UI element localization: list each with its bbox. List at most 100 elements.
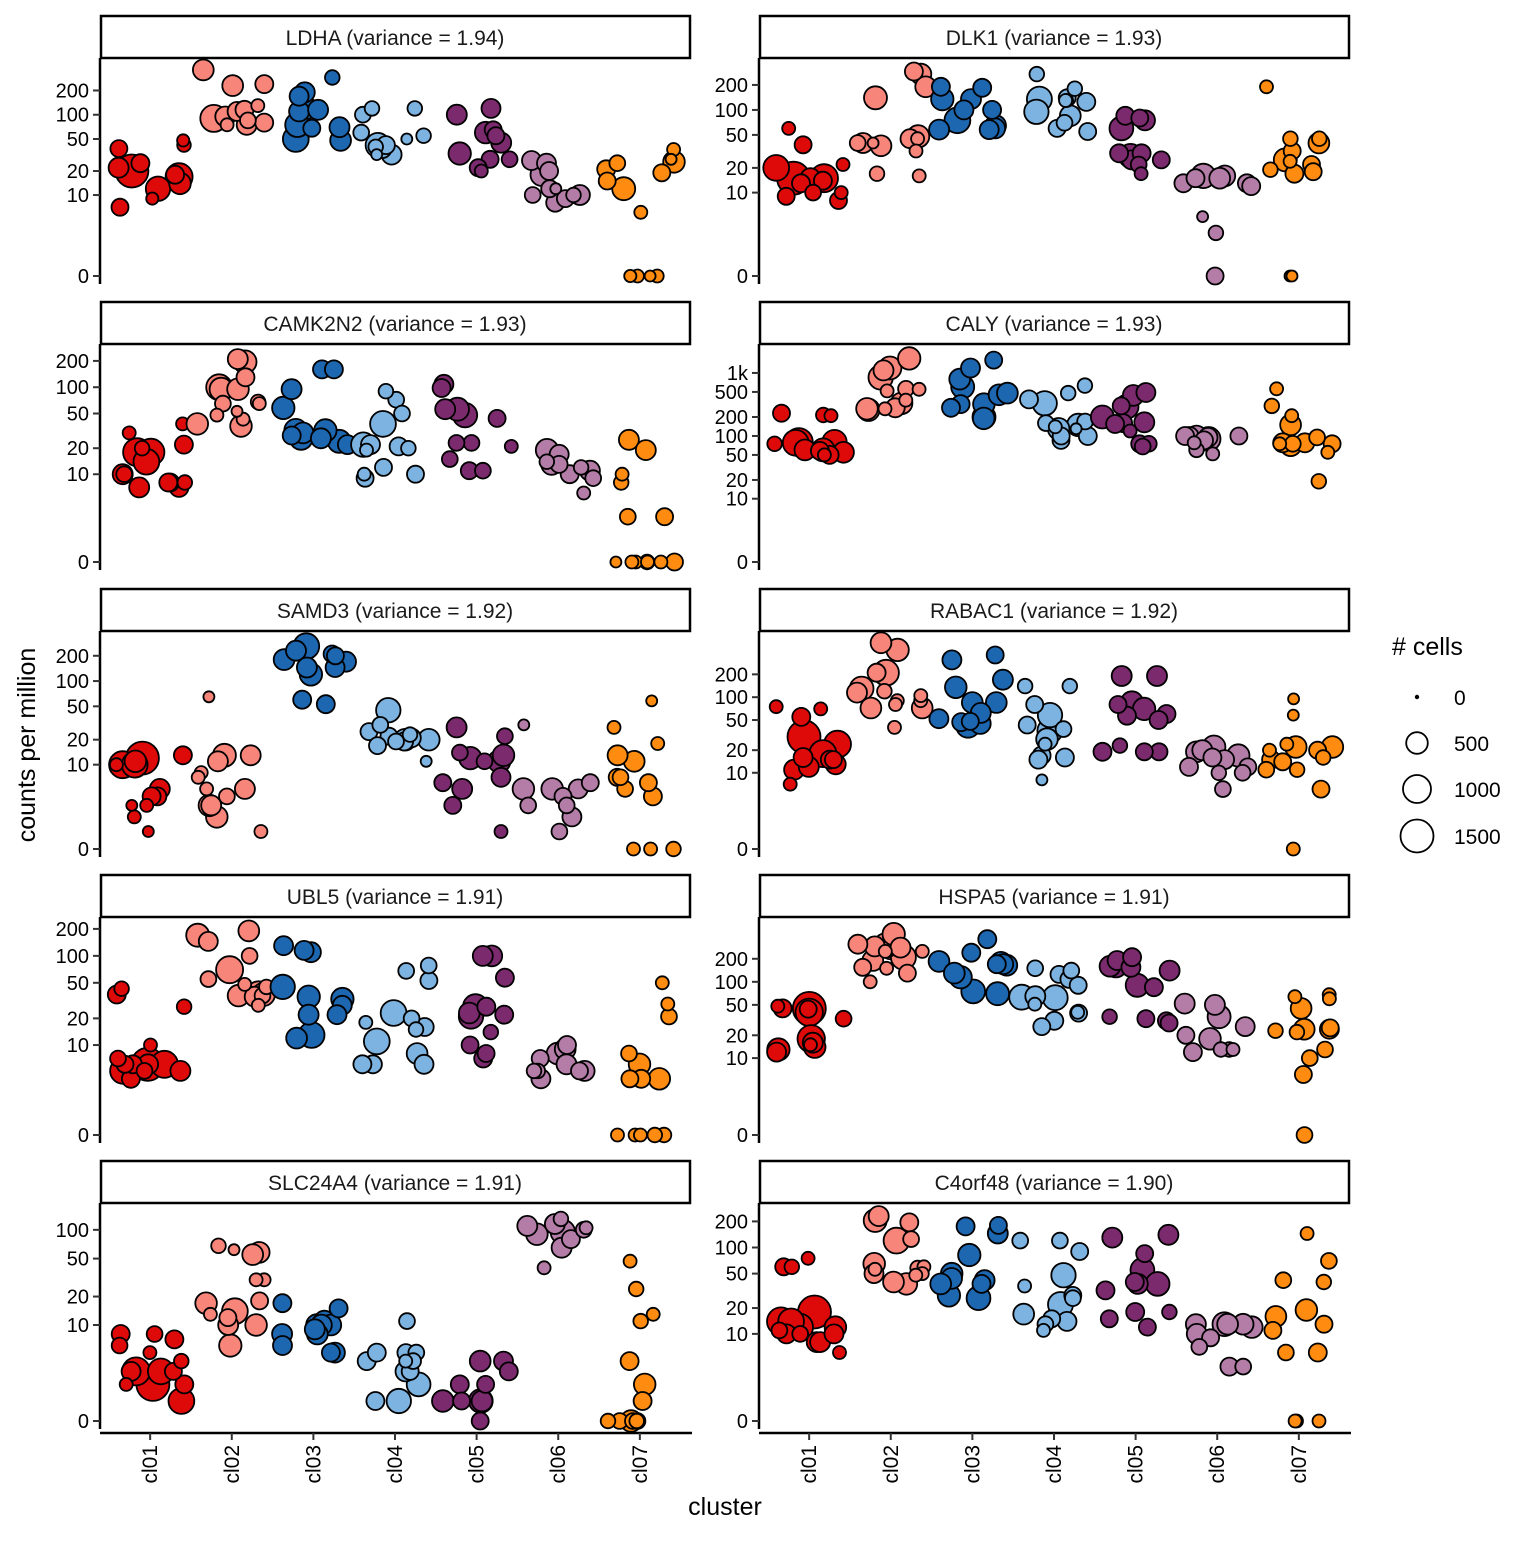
x-tick-label: cl06	[547, 1445, 570, 1484]
data-point-cl01	[791, 173, 811, 194]
data-point-cl02	[914, 944, 930, 959]
y-tick-label: 20	[726, 1025, 748, 1047]
y-tick-label: 100	[715, 1238, 748, 1260]
data-point-cl05	[1109, 143, 1129, 164]
data-point-cl03	[302, 118, 322, 138]
y-tick-label: 200	[715, 1211, 748, 1233]
data-point-cl06	[523, 186, 542, 204]
data-point-cl04	[393, 404, 411, 423]
data-point-cl07	[620, 1044, 638, 1063]
facet-strip	[99, 14, 692, 60]
data-point-cl01	[139, 798, 155, 813]
data-point-cl05	[1161, 1303, 1178, 1321]
points-layer	[107, 58, 686, 284]
data-point-cl02	[876, 683, 893, 700]
data-point-cl02	[192, 58, 215, 82]
y-tick-label: 0	[737, 1411, 748, 1433]
data-point-cl05	[496, 727, 514, 745]
data-point-cl04	[1027, 996, 1043, 1012]
data-point-cl07	[643, 841, 658, 857]
data-point-cl07	[1273, 752, 1293, 772]
data-point-cl05	[452, 1391, 472, 1411]
x-tick-label: cl07	[629, 1445, 652, 1484]
data-point-cl04	[406, 100, 424, 117]
data-point-cl04	[1062, 961, 1081, 980]
y-tick-label: 50	[67, 129, 89, 151]
data-point-cl04	[1028, 65, 1046, 83]
data-point-cl07	[1262, 161, 1279, 178]
data-point-cl01	[781, 120, 797, 136]
data-point-cl03	[961, 942, 982, 963]
y-tick-label: 0	[737, 1125, 748, 1147]
data-point-cl02	[241, 1243, 265, 1266]
data-point-cl02	[877, 944, 893, 959]
data-point-cl02	[239, 744, 262, 767]
y-tick-label: 50	[67, 1249, 89, 1271]
data-point-cl05	[498, 1361, 519, 1382]
data-point-cl03	[986, 954, 1007, 975]
legend-entries: 0 500 1000 1500	[1399, 687, 1501, 854]
data-point-cl05	[468, 1349, 492, 1373]
data-point-cl01	[823, 1323, 845, 1345]
data-point-cl02	[185, 412, 210, 436]
y-tick-label: 10	[726, 1048, 748, 1070]
facet-panel: CAMK2N2 (variance = 1.93) 0 10 20 50 100 200	[56, 300, 692, 574]
data-point-cl03	[928, 118, 950, 141]
data-point-cl06	[516, 1215, 539, 1237]
data-point-cl02	[253, 824, 269, 839]
data-point-cl02	[190, 769, 206, 785]
data-point-cl06	[1229, 426, 1249, 446]
data-point-cl05	[1133, 437, 1152, 456]
data-point-cl01	[174, 1374, 195, 1395]
data-point-cl05	[440, 450, 459, 468]
data-point-cl02	[215, 955, 245, 985]
data-point-cl03	[285, 639, 307, 662]
y-tick-label: 20	[67, 730, 89, 752]
data-point-cl02	[911, 381, 927, 397]
data-point-cl05	[460, 1035, 480, 1055]
data-point-cl07	[639, 773, 658, 793]
data-point-cl03	[953, 99, 975, 121]
data-point-cl06	[1225, 1042, 1241, 1057]
data-point-cl07	[633, 204, 649, 220]
data-point-cl03	[929, 1272, 952, 1296]
data-point-cl01	[141, 825, 155, 838]
y-tick-label: 0	[737, 552, 748, 574]
points-layer	[768, 631, 1345, 857]
data-point-cl01	[142, 1345, 158, 1360]
data-point-cl07	[626, 841, 641, 857]
x-tick-label: cl01	[139, 1445, 162, 1484]
data-point-cl05	[1122, 947, 1142, 968]
data-point-cl07	[1320, 1252, 1338, 1270]
data-point-cl05	[1146, 665, 1168, 687]
data-point-cl05	[1108, 695, 1128, 714]
data-point-cl07	[1311, 779, 1331, 799]
data-point-cl07	[640, 554, 655, 570]
data-point-cl05	[470, 1389, 494, 1413]
data-point-cl02	[237, 919, 261, 943]
data-point-cl03	[928, 708, 950, 730]
data-point-cl01	[762, 154, 790, 182]
data-point-cl01	[766, 1041, 787, 1063]
facet-title: HSPA5 (variance = 1.91)	[938, 886, 1169, 909]
legend-size-key	[1399, 818, 1435, 854]
data-point-cl04	[352, 123, 371, 142]
data-point-cl04	[1061, 677, 1079, 695]
data-point-cl05	[1148, 710, 1169, 730]
data-point-cl04	[1059, 384, 1077, 402]
data-point-cl03	[292, 689, 313, 710]
facet-strip	[99, 587, 692, 633]
data-point-cl01	[165, 164, 186, 185]
data-point-cl06	[557, 796, 576, 815]
data-point-cl04	[398, 1353, 414, 1369]
data-point-cl07	[1284, 434, 1302, 453]
data-point-cl05	[473, 163, 489, 179]
y-tick-label: 20	[726, 470, 748, 492]
data-point-cl03	[985, 981, 1010, 1007]
y-tick-label: 50	[67, 973, 89, 995]
data-point-cl07	[624, 554, 640, 570]
data-point-cl03	[960, 357, 981, 379]
data-point-cl03	[303, 1318, 326, 1341]
